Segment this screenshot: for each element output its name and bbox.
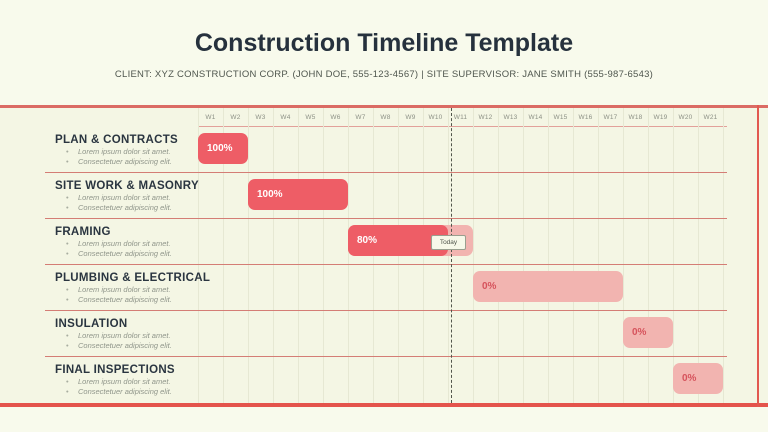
week-grid-line [198, 108, 199, 403]
week-grid-line [623, 108, 624, 403]
week-grid-line [723, 108, 724, 403]
week-label: W10 [428, 114, 443, 121]
week-grid-line [598, 108, 599, 403]
bottom-divider-line [0, 403, 768, 407]
week-label: W2 [230, 114, 241, 121]
gantt-bar-progress-label: 80% [357, 235, 378, 246]
week-label: W5 [305, 114, 316, 121]
week-label: W17 [603, 114, 618, 121]
week-grid-line [523, 108, 524, 403]
task-bullet: • Lorem ipsum dolor sit amet. [66, 331, 171, 340]
gantt-bar-progress-label: 100% [207, 143, 233, 154]
week-grid-line [648, 108, 649, 403]
bullet-dot: • [66, 203, 69, 212]
today-chip: Today [431, 235, 466, 250]
task-bullet: • Consectetuer adipiscing elit. [66, 387, 172, 396]
week-label: W18 [628, 114, 643, 121]
week-grid-line [673, 108, 674, 403]
week-grid-line [698, 108, 699, 403]
today-line [451, 108, 452, 403]
row-separator [45, 356, 727, 357]
week-label: W15 [553, 114, 568, 121]
bullet-dot: • [66, 341, 69, 350]
week-label: W7 [355, 114, 366, 121]
task-bullet: • Consectetuer adipiscing elit. [66, 203, 172, 212]
week-grid-line [248, 108, 249, 403]
week-grid-line [323, 108, 324, 403]
row-separator [45, 218, 727, 219]
gantt-bar: 0% [673, 363, 723, 394]
week-label: W1 [205, 114, 216, 121]
task-bullet: • Consectetuer adipiscing elit. [66, 295, 172, 304]
bullet-dot: • [66, 285, 69, 294]
week-label: W9 [405, 114, 416, 121]
task-title: PLAN & CONTRACTS [55, 134, 178, 146]
week-label: W13 [503, 114, 518, 121]
task-bullet: • Lorem ipsum dolor sit amet. [66, 377, 171, 386]
gantt-bar: 0% [473, 271, 623, 302]
task-title: SITE WORK & MASONRY [55, 180, 199, 192]
gantt-bar-progress-label: 100% [257, 189, 283, 200]
task-bullet: • Lorem ipsum dolor sit amet. [66, 285, 171, 294]
week-grid-line [223, 108, 224, 403]
week-label: W11 [453, 114, 468, 121]
page-title: Construction Timeline Template [194, 29, 574, 57]
gantt-bar: 100% [248, 179, 348, 210]
task-title: FRAMING [55, 226, 111, 238]
bullet-dot: • [66, 239, 69, 248]
task-bullet: • Lorem ipsum dolor sit amet. [66, 193, 171, 202]
week-grid-line [548, 108, 549, 403]
week-label: W20 [678, 114, 693, 121]
task-title: FINAL INSPECTIONS [55, 364, 175, 376]
bullet-dot: • [66, 249, 69, 258]
week-header-separator [198, 126, 727, 127]
task-bullet: • Consectetuer adipiscing elit. [66, 341, 172, 350]
week-label: W14 [528, 114, 543, 121]
week-grid-line [348, 108, 349, 403]
bullet-dot: • [66, 147, 69, 156]
week-grid-line [473, 108, 474, 403]
week-label: W3 [255, 114, 266, 121]
row-separator [45, 310, 727, 311]
gantt-bar-progress-label: 0% [482, 281, 497, 292]
gantt-bar-progress-label: 0% [632, 327, 647, 338]
week-label: W4 [280, 114, 291, 121]
bullet-dot: • [66, 331, 69, 340]
task-bullet: • Lorem ipsum dolor sit amet. [66, 147, 171, 156]
task-title: INSULATION [55, 318, 128, 330]
bullet-dot: • [66, 193, 69, 202]
week-label: W19 [653, 114, 668, 121]
top-divider-line [0, 105, 768, 108]
task-bullet: • Consectetuer adipiscing elit. [66, 157, 172, 166]
week-label: W21 [703, 114, 718, 121]
right-edge-line [757, 105, 759, 407]
row-separator [45, 172, 727, 173]
week-label: W8 [380, 114, 391, 121]
bullet-dot: • [66, 157, 69, 166]
page-subtitle: CLIENT: XYZ CONSTRUCTION CORP. (JOHN DOE… [114, 69, 654, 80]
bullet-dot: • [66, 387, 69, 396]
task-bullet: • Consectetuer adipiscing elit. [66, 249, 172, 258]
task-title: PLUMBING & ELECTRICAL [55, 272, 211, 284]
week-label: W16 [578, 114, 593, 121]
week-grid-line [498, 108, 499, 403]
gantt-bar-progress-label: 0% [682, 373, 697, 384]
gantt-bar-fill: 80% [348, 225, 448, 256]
week-grid-line [573, 108, 574, 403]
bullet-dot: • [66, 295, 69, 304]
week-label: W12 [478, 114, 493, 121]
gantt-bar: 0% [623, 317, 673, 348]
week-grid-line [298, 108, 299, 403]
gantt-bar: 100% [198, 133, 248, 164]
task-bullet: • Lorem ipsum dolor sit amet. [66, 239, 171, 248]
week-grid-line [273, 108, 274, 403]
row-separator [45, 264, 727, 265]
week-label: W6 [330, 114, 341, 121]
bullet-dot: • [66, 377, 69, 386]
